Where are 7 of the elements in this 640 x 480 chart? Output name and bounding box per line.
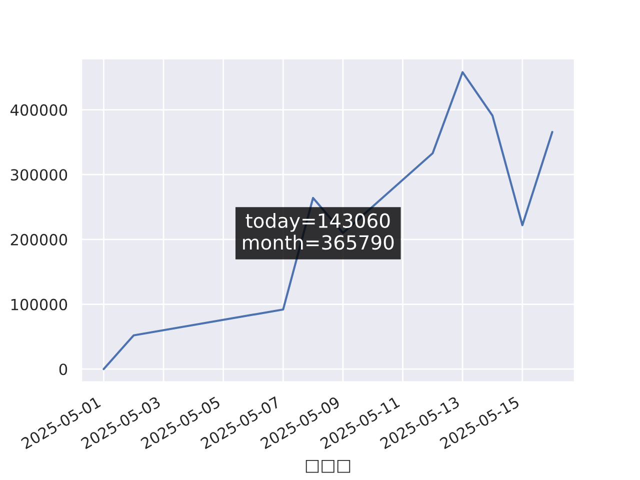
- y-tick-label: 400000: [10, 104, 68, 116]
- y-tick-label: 200000: [10, 234, 68, 246]
- annotation: today=143060 month=365790: [243, 212, 394, 250]
- x-axis-title: □□□: [306, 460, 350, 473]
- y-tick-label: 100000: [11, 298, 68, 310]
- y-tick-label: 0: [59, 364, 68, 376]
- y-tick-label: 300000: [10, 169, 68, 181]
